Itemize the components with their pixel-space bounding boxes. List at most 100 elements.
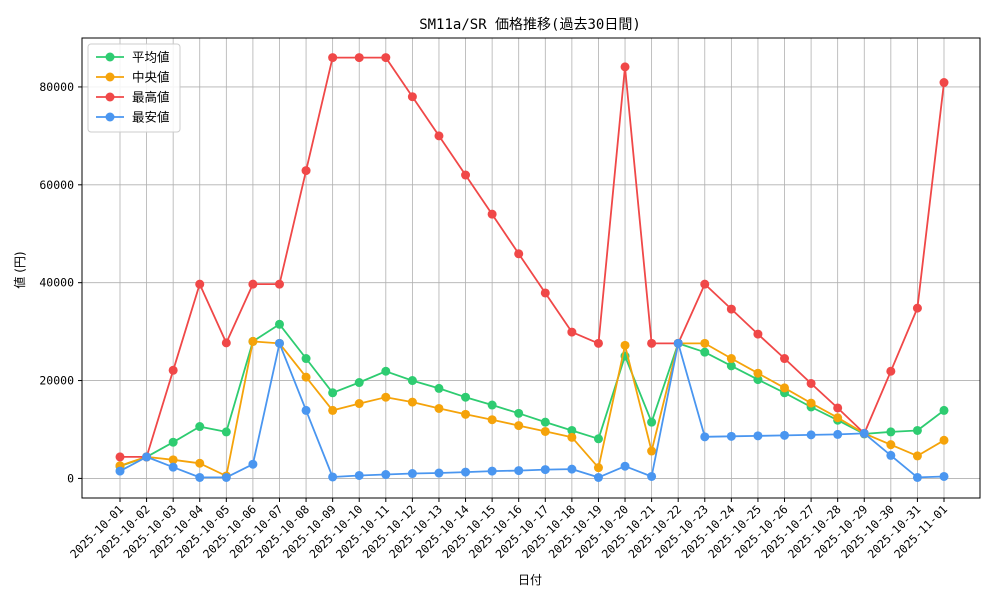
data-point — [434, 403, 444, 413]
data-point — [806, 378, 816, 388]
data-point — [301, 354, 311, 364]
data-point — [540, 288, 550, 298]
data-point — [726, 361, 736, 371]
data-point — [461, 170, 471, 180]
data-point — [620, 62, 630, 72]
data-point — [381, 392, 391, 402]
data-point — [514, 421, 524, 431]
data-point — [115, 466, 125, 476]
data-point — [221, 338, 231, 348]
data-point — [248, 279, 258, 289]
data-point — [647, 338, 657, 348]
data-point — [142, 452, 152, 462]
data-point — [381, 53, 391, 63]
data-point — [328, 388, 338, 398]
data-point — [115, 452, 125, 462]
data-point — [939, 78, 949, 88]
y-axis-label: 値 (円) — [12, 251, 27, 288]
data-point — [700, 279, 710, 289]
data-point — [886, 440, 896, 450]
data-point — [753, 329, 763, 339]
legend-box — [87, 43, 181, 133]
data-point — [753, 431, 763, 441]
data-point — [407, 92, 417, 102]
data-point — [540, 417, 550, 427]
chart-title: SM11a/SR 価格推移(過去30日間) — [419, 17, 641, 33]
x-axis-label: 日付 — [518, 573, 542, 587]
data-point — [700, 347, 710, 357]
data-point — [328, 53, 338, 63]
data-point — [487, 466, 497, 476]
legend-item: 最安値 — [96, 110, 170, 125]
data-point — [726, 354, 736, 364]
data-point — [381, 366, 391, 376]
data-point — [168, 365, 178, 375]
data-point — [540, 465, 550, 475]
data-point — [700, 432, 710, 442]
y-tick-label: 20000 — [39, 374, 74, 388]
data-point — [354, 378, 364, 388]
data-point — [806, 398, 816, 408]
data-point — [461, 392, 471, 402]
series-最安値 — [115, 338, 949, 482]
data-point — [939, 435, 949, 445]
legend-label: 中央値 — [132, 70, 170, 85]
data-point — [514, 408, 524, 418]
data-point — [301, 372, 311, 382]
data-point — [806, 430, 816, 440]
data-point — [912, 425, 922, 435]
legend-label: 最高値 — [132, 90, 170, 105]
data-point — [833, 429, 843, 439]
data-point — [461, 409, 471, 419]
data-point — [434, 383, 444, 393]
legend-marker — [105, 112, 115, 122]
data-point — [354, 53, 364, 63]
legend-label: 最安値 — [132, 110, 170, 125]
data-point — [301, 166, 311, 176]
data-point — [593, 434, 603, 444]
data-point — [195, 458, 205, 468]
data-point — [859, 428, 869, 438]
data-point — [939, 471, 949, 481]
series-中央値 — [115, 336, 949, 481]
data-point — [647, 471, 657, 481]
data-point — [407, 469, 417, 479]
data-point — [647, 446, 657, 456]
data-point — [780, 430, 790, 440]
data-point — [673, 338, 683, 348]
data-point — [248, 336, 258, 346]
legend-item: 中央値 — [96, 70, 170, 85]
data-point — [434, 468, 444, 478]
data-point — [221, 472, 231, 482]
data-point — [726, 431, 736, 441]
data-point — [912, 451, 922, 461]
y-tick-label: 60000 — [39, 178, 74, 192]
data-point — [168, 455, 178, 465]
legend-label: 平均値 — [132, 50, 170, 65]
data-point — [274, 338, 284, 348]
data-point — [221, 427, 231, 437]
data-point — [912, 303, 922, 313]
data-point — [168, 437, 178, 447]
data-point — [567, 464, 577, 474]
data-point — [540, 426, 550, 436]
data-point — [407, 397, 417, 407]
data-point — [833, 413, 843, 423]
data-point — [700, 338, 710, 348]
data-point — [620, 340, 630, 350]
data-point — [461, 467, 471, 477]
data-point — [780, 354, 790, 364]
legend-marker — [105, 72, 115, 82]
data-point — [354, 399, 364, 409]
data-point — [886, 427, 896, 437]
data-point — [248, 459, 258, 469]
data-point — [487, 415, 497, 425]
data-point — [567, 432, 577, 442]
data-point — [407, 376, 417, 386]
data-point — [886, 366, 896, 376]
data-point — [833, 403, 843, 413]
legend-marker — [105, 52, 115, 62]
data-point — [487, 209, 497, 219]
data-point — [487, 400, 497, 410]
